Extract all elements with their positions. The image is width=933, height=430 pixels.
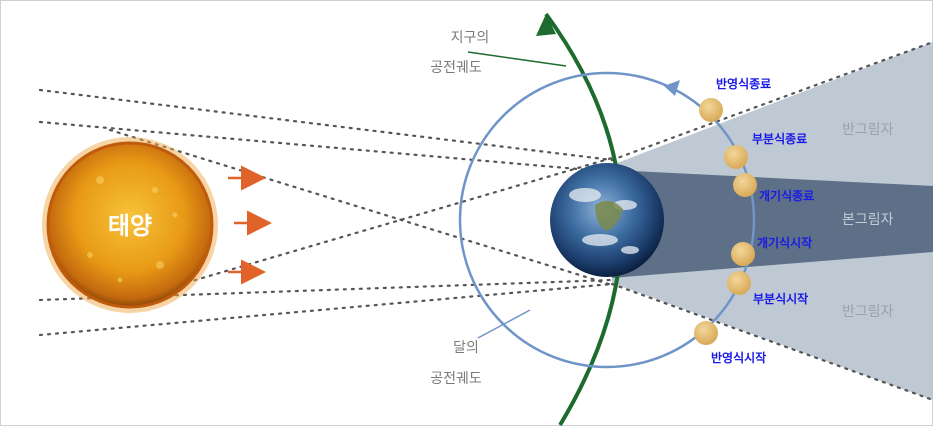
moon-partial-start xyxy=(727,271,751,295)
penumbra-top-label: 반그림자 xyxy=(842,122,894,138)
orbit-labels: 지구의 공전궤도 달의 공전궤도 xyxy=(430,30,489,387)
earth-orbit-arrowhead xyxy=(536,14,556,36)
moon-total-end xyxy=(733,173,757,197)
moon-orbit-arrowhead xyxy=(664,80,680,96)
earth-orbit-label-line1: 지구의 xyxy=(451,30,490,46)
moon-positions xyxy=(694,98,757,345)
phase-label-penumbral-end: 반영식종료 xyxy=(716,76,771,91)
phase-label-partial-start: 부분식시작 xyxy=(753,291,808,306)
earth-land xyxy=(595,200,623,231)
phase-label-total-end: 개기식종료 xyxy=(759,188,814,203)
moon-orbit-label-line1: 달의 xyxy=(453,340,479,356)
sunlight-arrows xyxy=(228,165,272,285)
moon-penumbral-start xyxy=(694,321,718,345)
sun-label: 태양 xyxy=(108,212,152,240)
moon-total-start xyxy=(731,242,755,266)
phase-label-partial-end: 부분식종료 xyxy=(752,131,807,146)
moon-penumbral-end xyxy=(699,98,723,122)
penumbra-bottom-label: 반그림자 xyxy=(842,304,894,320)
eclipse-phase-labels: 반영식종료 부분식종료 개기식종료 개기식시작 부분식시작 반영식시작 xyxy=(711,76,814,365)
umbra-region xyxy=(612,170,933,278)
sun xyxy=(46,141,214,309)
moon-partial-end xyxy=(724,145,748,169)
moon-orbit-leader-line xyxy=(477,309,531,339)
umbra-label: 본그림자 xyxy=(842,212,894,228)
sun-texture xyxy=(87,176,178,283)
earth-clouds xyxy=(569,188,639,254)
earth-orbit-leader-line xyxy=(467,51,567,67)
moon-orbit-label-line2: 공전궤도 xyxy=(430,371,482,387)
moon-orbit-circle xyxy=(458,71,756,369)
phase-label-total-start: 개기식시작 xyxy=(757,235,812,250)
phase-label-penumbral-start: 반영식시작 xyxy=(711,350,766,365)
shadow-labels: 반그림자 본그림자 반그림자 xyxy=(842,122,894,320)
earth-orbit-label-line2: 공전궤도 xyxy=(430,60,482,76)
